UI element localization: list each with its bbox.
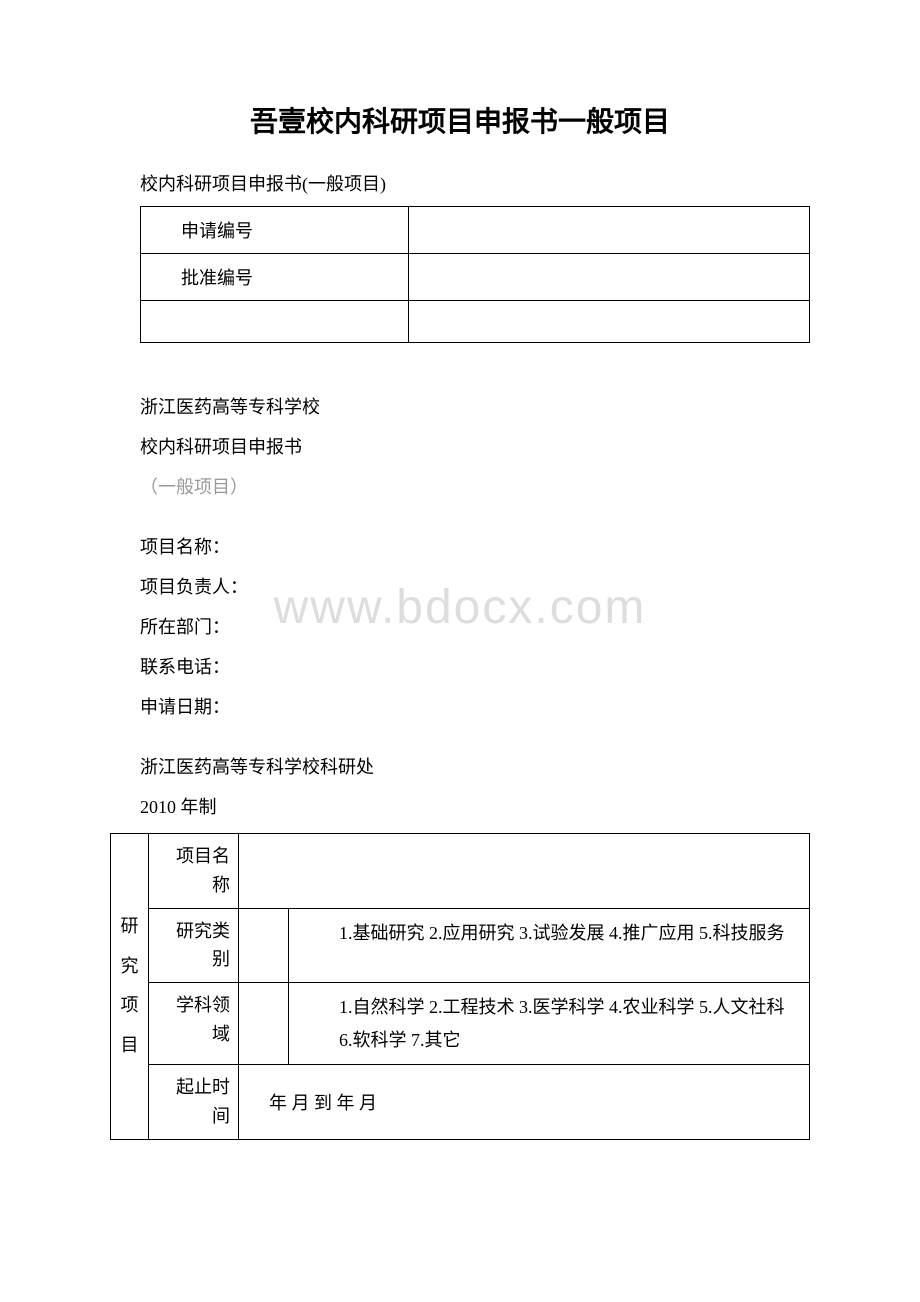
office-name: 浙江医药高等专科学校科研处	[110, 753, 810, 779]
project-name-cell-label: 项目名称	[149, 834, 239, 909]
doc-type: （一般项目）	[110, 473, 810, 499]
project-name-label: 项目名称：	[110, 533, 810, 559]
table-row: 研究类别 1.基础研究 2.应用研究 3.试验发展 4.推广应用 5.科技服务	[111, 908, 810, 983]
school-name: 浙江医药高等专科学校	[110, 393, 810, 419]
table-row	[141, 301, 810, 343]
year-made: 2010 年制	[110, 793, 810, 819]
document-subtitle: 校内科研项目申报书(一般项目)	[110, 170, 810, 196]
table-row: 起止时间 年 月 到 年 月	[111, 1064, 810, 1139]
department-label: 所在部门：	[110, 613, 810, 639]
document-title: 吾壹校内科研项目申报书一般项目	[110, 100, 810, 140]
apply-number-label: 申请编号	[141, 207, 409, 254]
empty-label	[141, 301, 409, 343]
table-row: 研究项目 项目名称	[111, 834, 810, 909]
table-row: 申请编号	[141, 207, 810, 254]
empty-value	[408, 301, 809, 343]
subject-field-desc: 1.自然科学 2.工程技术 3.医学科学 4.农业科学 5.人文社科 6.软科学…	[289, 983, 810, 1065]
time-range-value: 年 月 到 年 月	[239, 1064, 810, 1139]
vertical-header: 研究项目	[111, 834, 149, 1140]
subject-field-desc-line2: 6.软科学 7.其它	[339, 1024, 799, 1056]
doc-name: 校内科研项目申报书	[110, 433, 810, 459]
approve-number-value	[408, 254, 809, 301]
apply-number-value	[408, 207, 809, 254]
application-number-table: 申请编号 批准编号	[140, 206, 810, 343]
table-row: 批准编号	[141, 254, 810, 301]
subject-field-label: 学科领域	[149, 983, 239, 1065]
time-range-label: 起止时间	[149, 1064, 239, 1139]
project-name-cell-value	[239, 834, 810, 909]
project-leader-label: 项目负责人：	[110, 573, 810, 599]
research-type-label: 研究类别	[149, 908, 239, 983]
research-type-code	[239, 908, 289, 983]
subject-field-code	[239, 983, 289, 1065]
research-type-desc: 1.基础研究 2.应用研究 3.试验发展 4.推广应用 5.科技服务	[289, 908, 810, 983]
project-details-table: 研究项目 项目名称 研究类别 1.基础研究 2.应用研究 3.试验发展 4.推广…	[110, 833, 810, 1140]
table-row: 学科领域 1.自然科学 2.工程技术 3.医学科学 4.农业科学 5.人文社科 …	[111, 983, 810, 1065]
approve-number-label: 批准编号	[141, 254, 409, 301]
phone-label: 联系电话：	[110, 653, 810, 679]
subject-field-desc-line1: 1.自然科学 2.工程技术 3.医学科学 4.农业科学 5.人文社科	[339, 991, 799, 1023]
apply-date-label: 申请日期：	[110, 693, 810, 719]
